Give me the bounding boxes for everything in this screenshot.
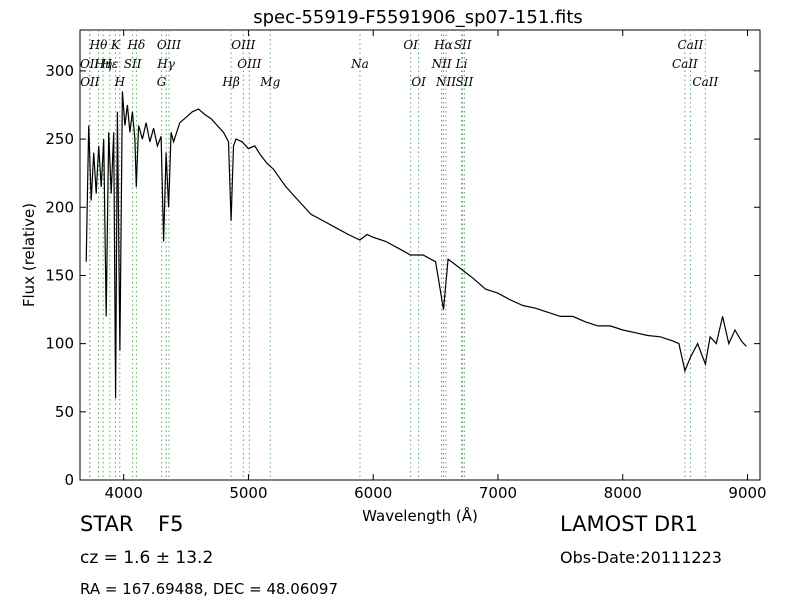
line-label-19: Hα	[433, 38, 453, 52]
x-axis-label: Wavelength (Å)	[362, 506, 478, 525]
y-tick-label-6: 300	[45, 62, 74, 80]
line-label-27: CaII	[692, 75, 718, 89]
spectrum-line	[85, 91, 747, 399]
line-label-6: H	[114, 75, 126, 89]
object-type: STAR	[80, 512, 134, 536]
redshift-value: cz = 1.6 ± 13.2	[80, 548, 214, 568]
line-label-12: OIII	[231, 38, 255, 52]
line-label-8: Hδ	[127, 38, 146, 52]
object-class: F5	[158, 512, 184, 536]
chart-title: spec-55919-F5591906_sp07-151.fits	[253, 7, 583, 28]
line-label-11: G	[157, 75, 167, 89]
line-label-26: CaII	[672, 57, 698, 71]
survey-name: LAMOST DR1	[560, 512, 699, 536]
x-tick-label-1: 5000	[229, 484, 267, 502]
line-label-9: OIII	[157, 38, 181, 52]
line-label-2: Hθ	[89, 38, 108, 52]
line-label-15: Mg	[259, 75, 280, 89]
x-axis-ticks: 4000 5000 6000 7000 8000 9000	[105, 30, 767, 502]
y-tick-label-4: 200	[45, 198, 74, 216]
x-tick-label-0: 4000	[105, 484, 143, 502]
line-label-22: SII	[454, 38, 472, 52]
line-label-13: OIII	[237, 57, 261, 71]
x-tick-label-5: 9000	[728, 484, 766, 502]
x-tick-label-4: 8000	[604, 484, 642, 502]
line-label-3: Hη	[93, 57, 112, 71]
line-label-18: OI	[411, 75, 426, 89]
line-label-4: K	[110, 38, 121, 52]
line-label-14: Hβ	[221, 75, 239, 89]
y-tick-label-5: 250	[45, 130, 74, 148]
line-label-23: Li	[455, 57, 468, 71]
observation-date: Obs-Date:20111223	[560, 548, 722, 567]
line-label-0: OII	[80, 57, 100, 71]
line-label-24: SII	[456, 75, 474, 89]
line-label-20: NII	[431, 57, 452, 71]
coordinates: RA = 167.69488, DEC = 48.06097	[80, 580, 339, 598]
y-tick-label-1: 50	[55, 403, 74, 421]
line-label-16: Na	[350, 57, 369, 71]
spectral-line-labels: OII OII Hθ Hη K Hε H SII Hδ OIII Hγ G OIII OIII Hβ Mg Na…	[80, 38, 719, 89]
line-label-25: CaII	[677, 38, 703, 52]
line-label-17: OI	[403, 38, 418, 52]
x-tick-label-2: 6000	[354, 484, 392, 502]
x-tick-label-3: 7000	[479, 484, 517, 502]
line-label-21: NII	[435, 75, 456, 89]
line-label-5: Hε	[100, 57, 118, 71]
y-tick-label-2: 100	[45, 335, 74, 353]
y-axis-label: Flux (relative)	[20, 203, 38, 307]
line-label-1: OII	[80, 75, 100, 89]
spectral-line-markers	[89, 30, 706, 480]
y-axis-ticks: 0 50 100 150 200 250 300	[45, 62, 760, 489]
y-tick-label-3: 150	[45, 266, 74, 284]
plot-frame	[79, 29, 761, 481]
line-label-10: Hγ	[156, 57, 175, 71]
y-tick-label-0: 0	[64, 471, 74, 489]
line-label-7: SII	[124, 57, 142, 71]
